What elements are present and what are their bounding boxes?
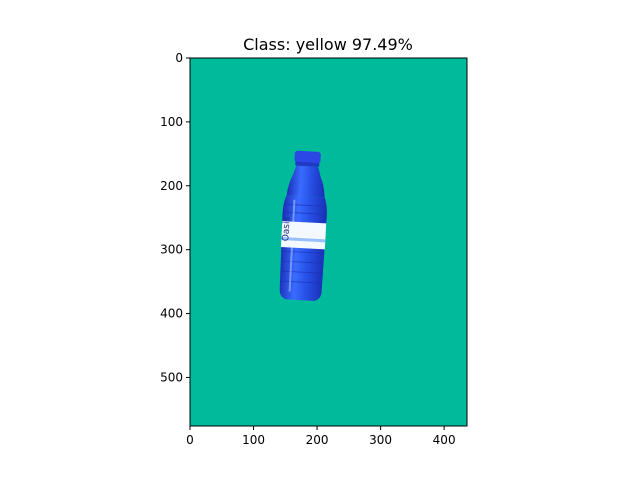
axes-spines: [189, 57, 468, 427]
chart-title: Class: yellow 97.49%: [243, 35, 413, 54]
bottle-cap: [294, 150, 321, 164]
y-tick-label: 300: [160, 243, 183, 257]
x-tick-label: 0: [186, 433, 194, 447]
image-background: [190, 58, 467, 426]
x-tick-label: 100: [242, 433, 265, 447]
bottle-neck: [286, 165, 325, 198]
y-axis: 0 100 200 300 400 500: [160, 51, 190, 384]
y-tick-label: 500: [160, 370, 183, 384]
x-tick-label: 400: [433, 433, 456, 447]
y-tick-label: 100: [160, 115, 183, 129]
x-tick-label: 200: [306, 433, 329, 447]
bottle-label-stripe: [281, 237, 326, 243]
y-tick-label: 400: [160, 307, 183, 321]
bottle-ridges: [280, 203, 327, 284]
y-tick-label: 0: [175, 51, 183, 65]
x-tick-label: 300: [369, 433, 392, 447]
y-tick-label: 200: [160, 179, 183, 193]
bottle-label-text: Oasis: [281, 216, 292, 241]
x-axis: 0 100 200 300 400: [186, 426, 456, 447]
bottle: Oasis: [279, 150, 327, 301]
bottle-cap-ring: [295, 161, 320, 167]
bottle-label: [280, 221, 327, 250]
